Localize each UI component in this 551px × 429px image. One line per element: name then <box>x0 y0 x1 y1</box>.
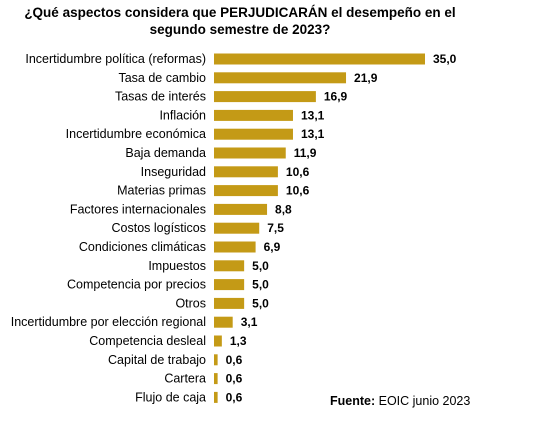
category-label: Tasas de interés <box>115 90 206 104</box>
category-label: Inflación <box>159 108 206 122</box>
category-label: Flujo de caja <box>135 390 206 404</box>
category-label: Costos logísticos <box>112 221 206 235</box>
bar-14 <box>214 316 233 328</box>
chart-title-line-1: ¿Qué aspectos considera que PERJUDICARÁN… <box>24 5 456 20</box>
bar-15 <box>214 335 222 347</box>
bar-18 <box>214 391 218 403</box>
bar-8 <box>214 203 268 215</box>
value-label: 35,0 <box>433 52 457 66</box>
value-label: 11,9 <box>294 146 317 160</box>
value-label: 5,0 <box>252 296 269 310</box>
value-label: 13,1 <box>301 108 325 122</box>
category-label: Competencia por precios <box>67 278 206 292</box>
value-label: 10,6 <box>286 165 310 179</box>
category-label: Capital de trabajo <box>108 353 206 367</box>
source-text: EOIC junio 2023 <box>375 394 471 408</box>
value-label: 5,0 <box>252 259 269 273</box>
bar-16 <box>214 354 218 366</box>
category-label: Condiciones climáticas <box>79 240 206 254</box>
bar-12 <box>214 279 245 291</box>
category-label: Tasa de cambio <box>118 71 206 85</box>
source-label: Fuente: <box>330 394 376 408</box>
value-label: 3,1 <box>241 315 258 329</box>
bar-1 <box>214 72 347 84</box>
bar-6 <box>214 166 278 178</box>
value-label: 0,6 <box>226 372 243 386</box>
value-label: 7,5 <box>267 221 284 235</box>
bar-13 <box>214 297 245 309</box>
value-label: 6,9 <box>264 240 281 254</box>
bar-0 <box>214 53 425 65</box>
category-label: Factores internacionales <box>70 202 206 216</box>
category-label: Competencia desleal <box>89 334 206 348</box>
value-label: 16,9 <box>324 90 348 104</box>
source-note: Fuente: EOIC junio 2023 <box>330 394 470 408</box>
value-label: 1,3 <box>230 334 247 348</box>
category-label: Incertidumbre económica <box>66 127 206 141</box>
category-label: Otros <box>175 296 206 310</box>
bar-2 <box>214 91 316 103</box>
category-label: Incertidumbre por elección regional <box>11 315 206 329</box>
bar-3 <box>214 109 293 121</box>
chart-title-line-2: segundo semestre de 2023? <box>149 22 331 37</box>
value-label: 10,6 <box>286 184 310 198</box>
category-label: Cartera <box>164 372 206 386</box>
bar-7 <box>214 185 278 197</box>
bar-5 <box>214 147 286 159</box>
category-label: Incertidumbre política (reformas) <box>25 52 206 66</box>
bar-4 <box>214 128 293 140</box>
category-label: Inseguridad <box>141 165 206 179</box>
value-label: 21,9 <box>354 71 378 85</box>
bar-17 <box>214 373 218 385</box>
category-label: Impuestos <box>148 259 206 273</box>
category-label: Materias primas <box>117 184 206 198</box>
value-label: 5,0 <box>252 278 269 292</box>
value-label: 8,8 <box>275 202 292 216</box>
value-label: 0,6 <box>226 353 243 367</box>
bar-9 <box>214 222 260 234</box>
bar-10 <box>214 241 256 253</box>
category-label: Baja demanda <box>125 146 206 160</box>
value-label: 0,6 <box>226 390 243 404</box>
value-label: 13,1 <box>301 127 325 141</box>
chart-title: ¿Qué aspectos considera que PERJUDICARÁN… <box>20 4 460 38</box>
bar-11 <box>214 260 245 272</box>
